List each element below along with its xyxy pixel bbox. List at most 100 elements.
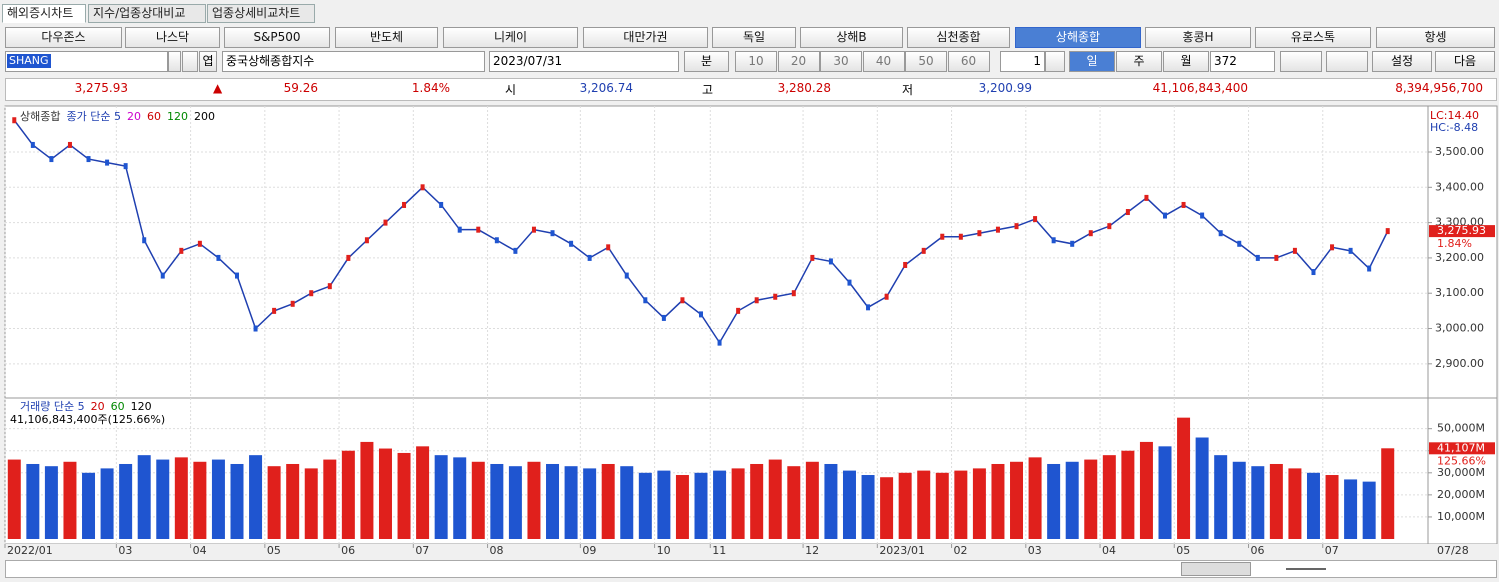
volume-bar — [824, 463, 838, 539]
last-flag-bg — [1429, 225, 1495, 238]
volume-bar — [1381, 448, 1395, 539]
price-legend: 200 — [194, 110, 215, 123]
volume-bar — [1028, 457, 1042, 539]
volume-bar — [1362, 481, 1376, 539]
settings-button[interactable]: 설정 — [1372, 51, 1432, 72]
y2-tick-label: 10,000M — [1437, 510, 1485, 523]
last-price: 3,275.93 — [74, 81, 128, 95]
price-candle — [550, 230, 555, 237]
x-tick-label: 06 — [341, 544, 355, 557]
volume-bar — [750, 463, 764, 539]
minute-option[interactable]: 30 — [820, 51, 862, 72]
volume-bar — [82, 472, 96, 539]
price-candle — [1330, 244, 1335, 251]
volume-bar — [694, 472, 708, 539]
dropdown[interactable] — [168, 51, 181, 72]
count-field[interactable]: 372 — [1210, 51, 1275, 72]
volume-bar — [1344, 479, 1358, 539]
zoom-slider[interactable] — [1286, 568, 1326, 570]
minute-option[interactable]: 20 — [777, 51, 820, 72]
volume-bar — [1195, 437, 1209, 539]
volume-bar — [267, 466, 281, 539]
volume-bar — [1158, 446, 1172, 539]
tool-button[interactable] — [1280, 51, 1322, 72]
volume-bar — [44, 466, 58, 539]
volume-flag-pct: 125.66% — [1437, 454, 1486, 467]
volume-bar — [564, 466, 578, 539]
search-hint[interactable]: 엽 — [199, 51, 217, 72]
price-candle — [624, 272, 629, 279]
high-label: 고 — [702, 83, 714, 97]
market-button[interactable]: S&P500 — [224, 27, 330, 48]
minute-option[interactable]: 60 — [947, 51, 990, 72]
market-button[interactable]: 상해종합 — [1015, 27, 1141, 48]
volume-bar — [1010, 461, 1024, 539]
tab[interactable]: 해외증시차트 — [2, 4, 86, 23]
market-button[interactable]: 다우존스 — [5, 27, 122, 48]
unit-dropdown[interactable] — [1045, 51, 1065, 72]
price-candle — [1274, 254, 1279, 261]
market-button[interactable]: 항셍 — [1376, 27, 1495, 48]
volume-bar — [453, 457, 467, 539]
market-button[interactable]: 대만가권 — [583, 27, 708, 48]
tool-button[interactable] — [1326, 51, 1368, 72]
change: 59.26 — [283, 81, 318, 95]
minute-option[interactable]: 10 — [735, 51, 777, 72]
volume-bar — [861, 475, 875, 539]
volume-bar — [193, 461, 207, 539]
last-date: 07/28 — [1437, 544, 1469, 557]
minute-option[interactable]: 40 — [862, 51, 905, 72]
volume-legend: 120 — [131, 400, 152, 413]
market-button[interactable]: 독일 — [712, 27, 796, 48]
scrollbar[interactable] — [5, 560, 1497, 578]
volume-bar — [1325, 475, 1339, 539]
price-candle — [402, 201, 407, 208]
price-candle — [921, 247, 926, 254]
last-flag: 3,275.93 — [1437, 224, 1486, 237]
market-button[interactable]: 홍콩H — [1145, 27, 1251, 48]
date-field[interactable]: 2023/07/31 — [489, 51, 679, 72]
price-candle — [439, 201, 444, 208]
y2-tick-label: 50,000M — [1437, 422, 1485, 435]
volume-caption: 41,106,843,400주(125.66%) — [10, 413, 165, 426]
x-tick-label: 09 — [582, 544, 596, 557]
tab[interactable]: 업종상세비교차트 — [207, 4, 315, 23]
x-tick-label: 02 — [954, 544, 968, 557]
price-candle — [717, 339, 722, 346]
tab[interactable]: 지수/업종상대비교 — [88, 4, 206, 23]
month-button[interactable]: 월 — [1163, 51, 1209, 72]
market-button[interactable]: 유로스톡 — [1255, 27, 1371, 48]
day-button[interactable]: 일 — [1069, 51, 1115, 72]
price-candle — [791, 290, 796, 297]
market-button[interactable]: 나스닥 — [125, 27, 220, 48]
volume-bar — [768, 459, 782, 539]
x-tick-label: 10 — [657, 544, 671, 557]
x-tick-label: 03 — [118, 544, 132, 557]
market-button[interactable]: 심천종합 — [907, 27, 1010, 48]
volume-bar — [1232, 461, 1246, 539]
market-button[interactable]: 상해B — [800, 27, 903, 48]
volume-bar — [7, 459, 21, 539]
price-candle — [1163, 212, 1167, 219]
price-candle — [253, 325, 258, 332]
x-tick-label: 11 — [712, 544, 726, 557]
minute-option[interactable]: 50 — [905, 51, 947, 72]
minute-button[interactable]: 분 — [684, 51, 729, 72]
price-legend: 20 — [127, 110, 141, 123]
volume-bar — [1306, 472, 1320, 539]
search[interactable] — [182, 51, 198, 72]
week-button[interactable]: 주 — [1116, 51, 1162, 72]
next-button[interactable]: 다음 — [1435, 51, 1495, 72]
play-controls[interactable] — [1181, 562, 1251, 576]
market-button[interactable]: 니케이 — [443, 27, 578, 48]
volume-bar — [638, 472, 652, 539]
price-candle — [1033, 216, 1038, 223]
info-bar — [5, 78, 1497, 101]
volume-bar — [713, 470, 727, 539]
open-label: 시 — [505, 83, 517, 97]
unit-field[interactable]: 1 — [1000, 51, 1045, 72]
volume-bar — [527, 461, 541, 539]
market-button[interactable]: 반도체 — [335, 27, 438, 48]
name-field: 중국상해종합지수 — [222, 51, 485, 72]
code-text[interactable]: SHANG — [7, 54, 51, 68]
